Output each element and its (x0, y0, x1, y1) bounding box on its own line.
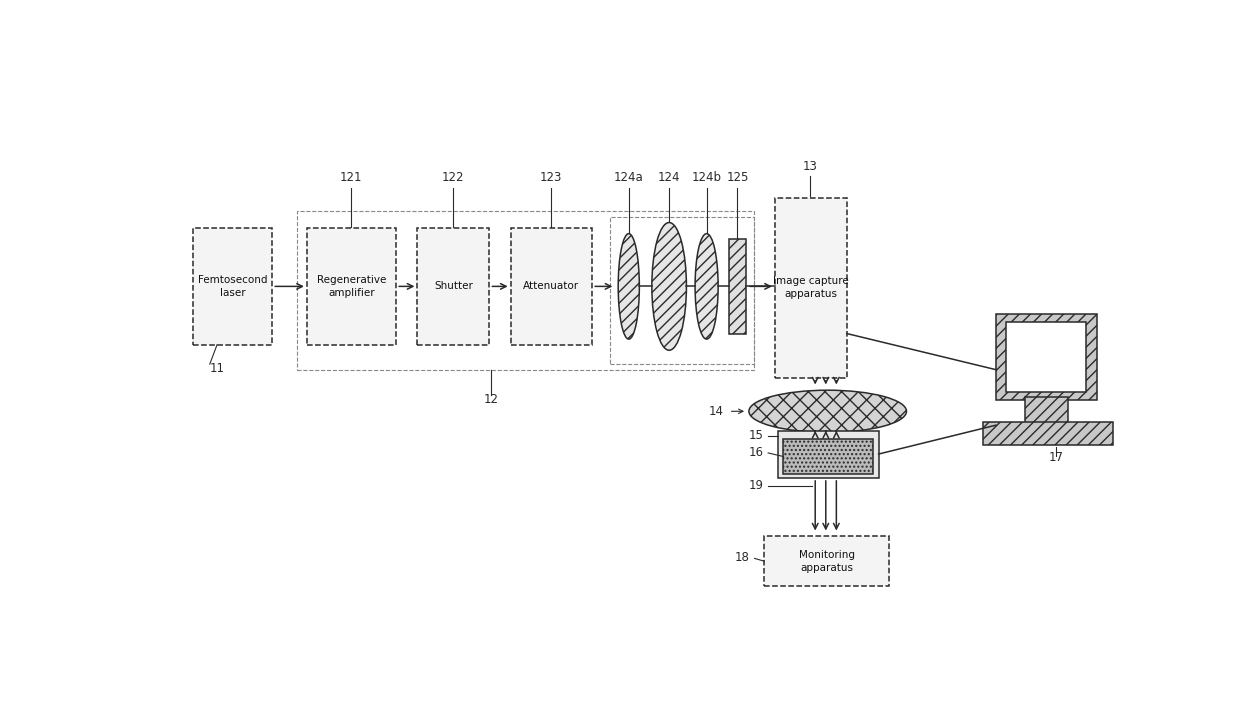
Bar (298, 211, 754, 370)
Text: 13: 13 (804, 159, 818, 172)
Text: 14: 14 (709, 404, 724, 417)
Bar (610, 217, 754, 364)
Text: 18: 18 (735, 551, 750, 565)
Ellipse shape (749, 390, 906, 433)
Text: Regenerative
amplifier: Regenerative amplifier (317, 275, 386, 298)
Bar (784, 439, 873, 474)
Text: Attenuator: Attenuator (523, 281, 579, 291)
Bar (1024, 397, 1068, 425)
Bar (729, 239, 746, 334)
Text: 121: 121 (340, 171, 362, 184)
Ellipse shape (619, 234, 640, 339)
Bar (996, 314, 1096, 400)
Text: 16: 16 (748, 446, 764, 459)
Bar (1007, 322, 1086, 392)
Text: 125: 125 (727, 171, 749, 184)
Ellipse shape (652, 223, 687, 350)
Text: Monitoring
apparatus: Monitoring apparatus (799, 549, 854, 572)
Text: Shutter: Shutter (434, 281, 472, 291)
Text: Femtosecond
laser: Femtosecond laser (198, 275, 268, 298)
Text: 124b: 124b (692, 171, 722, 184)
Text: 124a: 124a (614, 171, 644, 184)
Text: Image capture
apparatus: Image capture apparatus (773, 276, 848, 299)
Bar (418, 228, 490, 345)
Text: 124: 124 (658, 171, 681, 184)
Text: 122: 122 (441, 171, 464, 184)
Text: 19: 19 (748, 479, 764, 492)
Bar (983, 423, 1114, 445)
Bar (777, 430, 879, 478)
Bar (775, 198, 847, 378)
Text: 123: 123 (539, 171, 562, 184)
Ellipse shape (696, 234, 718, 339)
Bar (764, 536, 889, 586)
Text: 11: 11 (210, 363, 224, 376)
Bar (193, 228, 273, 345)
Text: 17: 17 (1049, 451, 1064, 464)
Bar (511, 228, 593, 345)
Text: 15: 15 (749, 429, 764, 442)
Text: 12: 12 (484, 393, 498, 406)
Bar (306, 228, 397, 345)
